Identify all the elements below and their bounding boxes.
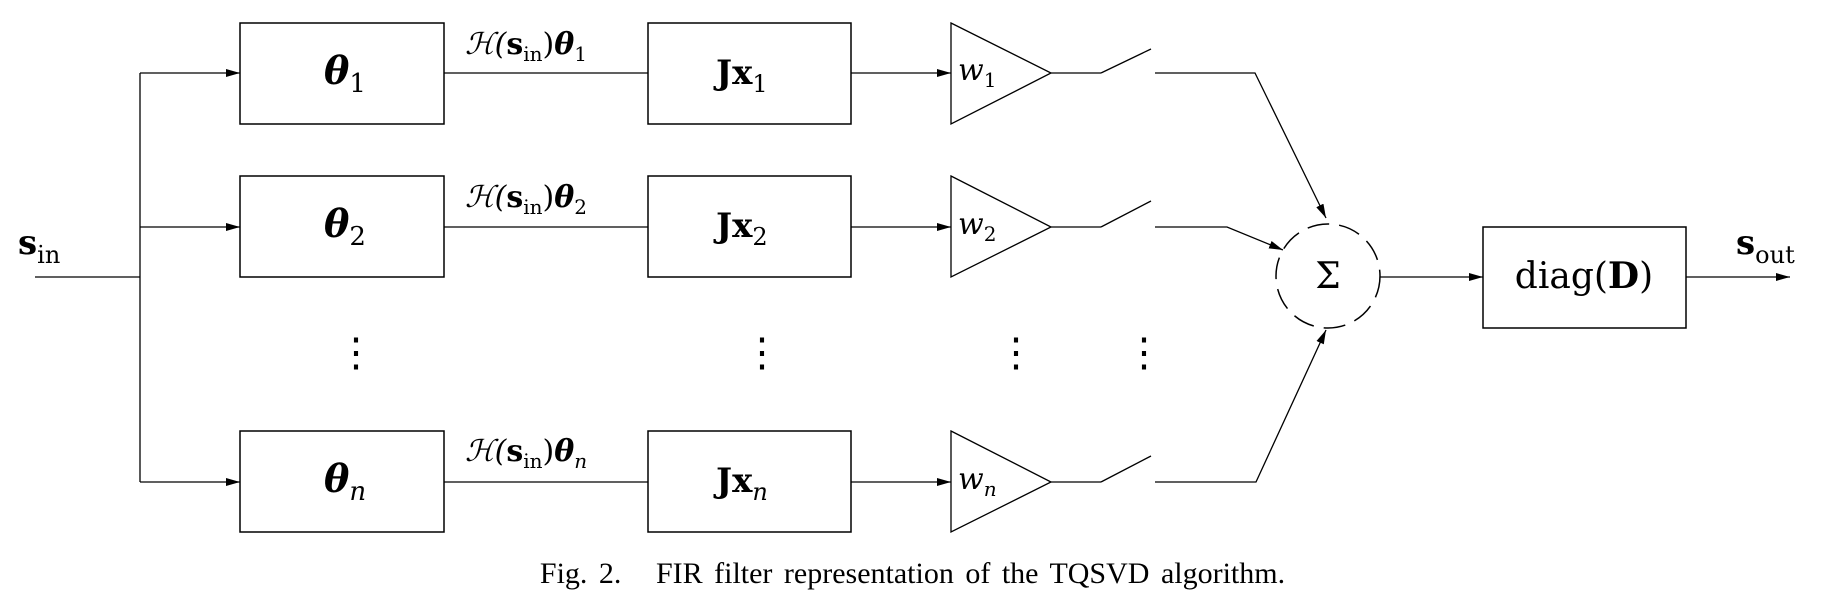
theta-1-block <box>239 22 445 125</box>
weight-1-label: w1 <box>958 53 996 92</box>
branch-n: θn ℋ(sin)θn Jxn wn <box>239 329 1327 534</box>
output-signal-label: sout <box>1736 223 1795 269</box>
jx-2-label: Jx2 <box>713 206 768 251</box>
branch-2-switch-out <box>1155 226 1284 251</box>
branch-1: θ1 ℋ(sin)θ1 Jx1 w1 <box>239 21 1327 219</box>
input-signal-label: sin <box>18 223 60 269</box>
ellipsis-jx: ⋮ <box>742 330 782 376</box>
branch-1-switch-out <box>1155 72 1327 219</box>
summation-node <box>1275 223 1381 329</box>
branch-1-switch <box>1100 48 1152 74</box>
weight-n-amplifier <box>950 429 1053 534</box>
weight-1-amplifier <box>950 21 1053 126</box>
diag-d-label: diag(D) <box>1515 255 1653 297</box>
theta-n-label: θn <box>324 456 366 507</box>
jx-n-label: Jxn <box>713 461 768 506</box>
ellipsis-theta: ⋮ <box>336 330 376 376</box>
jx-2-block <box>647 175 852 278</box>
weight-n-label: wn <box>958 462 997 501</box>
branch-n-switch-out <box>1155 329 1327 483</box>
branch-2-switch <box>1100 200 1152 228</box>
figure-label: Fig. 2. <box>539 557 622 590</box>
weight-2-label: w2 <box>958 207 996 246</box>
jx-1-label: Jx1 <box>713 53 768 98</box>
theta-1-label: θ1 <box>324 48 366 99</box>
branch-2-wire-label: ℋ(sin)θ2 <box>465 180 587 219</box>
theta-2-block <box>239 175 445 278</box>
weight-2-amplifier <box>950 174 1053 279</box>
jx-n-block <box>647 430 852 533</box>
branch-1-wire-label: ℋ(sin)θ1 <box>465 27 587 66</box>
theta-n-block <box>239 430 445 533</box>
figure-caption-text: FIR filter representation of the TQSVD a… <box>655 557 1286 590</box>
ellipsis-weight: ⋮ <box>996 330 1036 376</box>
branch-2: θ2 ℋ(sin)θ2 Jx2 w2 <box>239 174 1284 279</box>
jx-1-block <box>647 22 852 125</box>
branch-n-wire-label: ℋ(sin)θn <box>465 434 587 473</box>
branch-n-switch <box>1100 455 1152 483</box>
fir-filter-diagram: sin θ1 ℋ(sin)θ1 Jx1 w1 θ2 ℋ(sin)θ2 Jx2 w… <box>18 21 1795 534</box>
ellipsis-switch: ⋮ <box>1124 330 1164 376</box>
diag-d-block <box>1482 226 1687 329</box>
figure-caption: Fig. 2. FIR filter representation of the… <box>0 557 1825 591</box>
theta-2-label: θ2 <box>324 201 366 252</box>
summation-symbol: Σ <box>1315 256 1340 297</box>
